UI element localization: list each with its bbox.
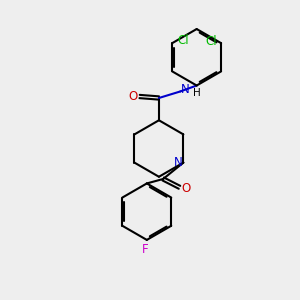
Text: O: O	[182, 182, 191, 195]
Text: Cl: Cl	[205, 35, 217, 48]
Text: H: H	[193, 88, 200, 98]
Text: Cl: Cl	[178, 34, 189, 47]
Text: N: N	[181, 83, 190, 97]
Text: O: O	[128, 90, 138, 103]
Text: F: F	[142, 243, 148, 256]
Text: N: N	[174, 156, 182, 169]
